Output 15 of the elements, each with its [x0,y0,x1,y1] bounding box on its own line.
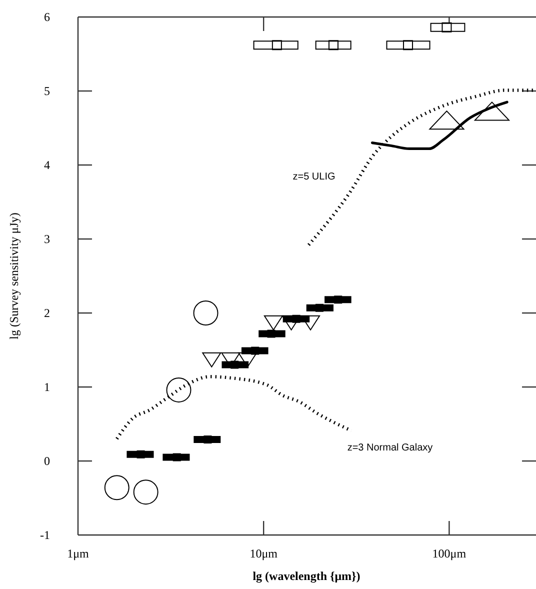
x-tick-label: 100μm [432,546,467,561]
y-tick-label: -1 [40,528,50,542]
x-axis-title: lg (wavelength {μm}) [252,569,360,583]
annotation: z=5 ULIG [292,172,336,182]
x-tick-label: 10μm [250,546,278,561]
x-tick-label: 1μm [67,546,90,561]
y-tick-label: 4 [44,158,50,172]
annotation: z=3 Normal Galaxy [347,442,433,454]
y-tick-label: 0 [44,454,50,468]
y-tick-label: 5 [44,84,50,98]
y-axis-title: lg (Survey sensitivity μJy) [7,212,21,340]
y-tick-label: 2 [44,306,50,320]
y-tick-label: 1 [44,380,50,394]
y-tick-label: 3 [44,232,50,246]
y-tick-label: 6 [44,10,50,24]
